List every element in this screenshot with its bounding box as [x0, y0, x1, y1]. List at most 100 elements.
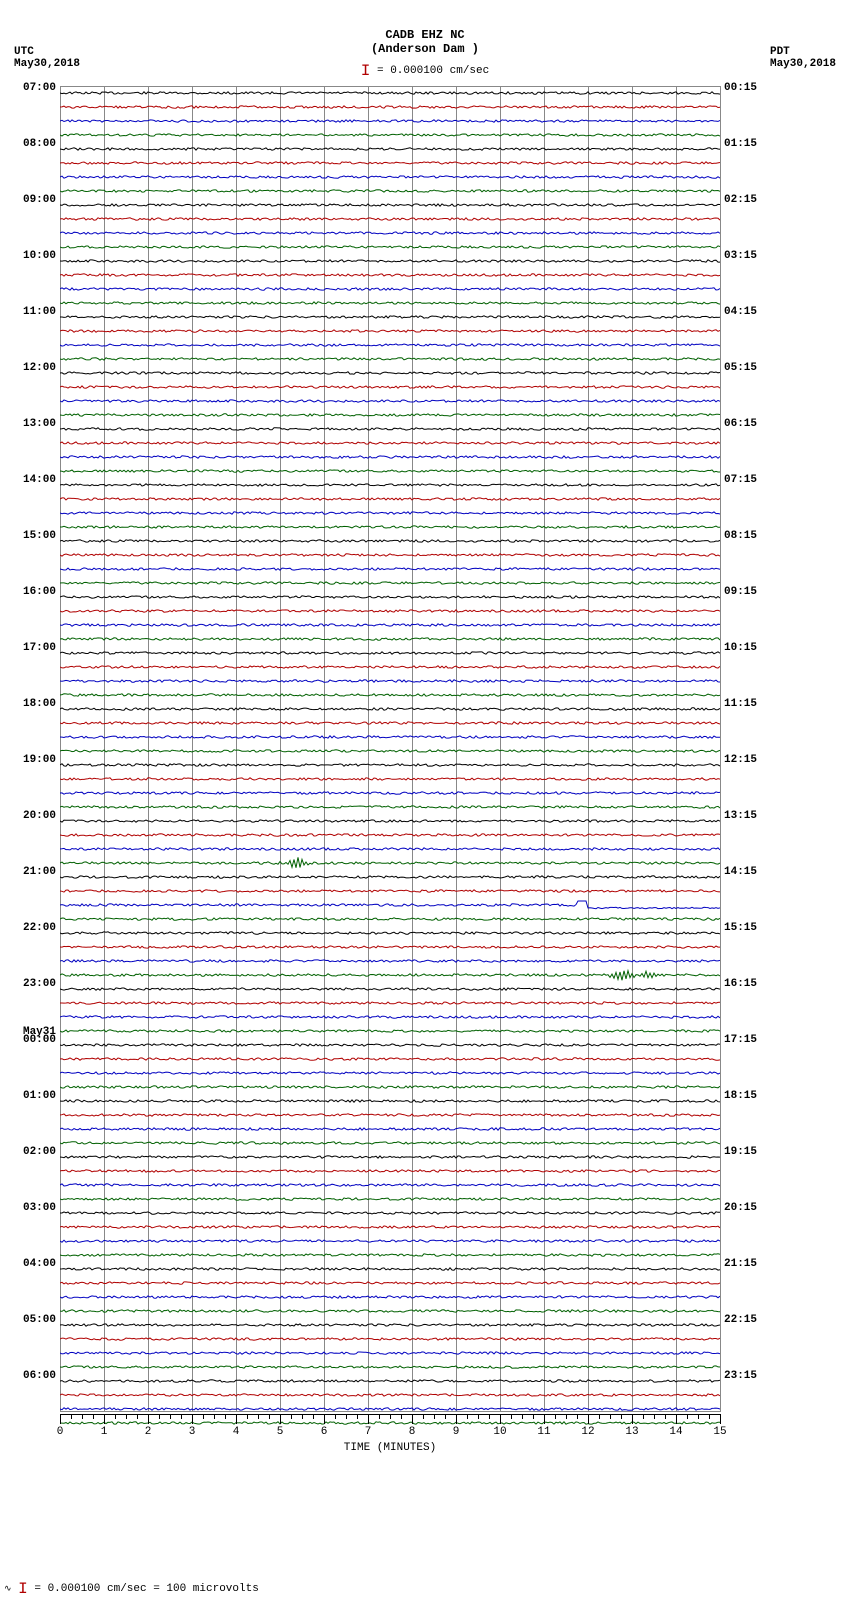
x-tick-minor: [577, 1414, 578, 1419]
tz-right-label: PDT: [770, 46, 836, 58]
x-tick-minor: [357, 1414, 358, 1419]
x-tick-label: 8: [409, 1426, 416, 1438]
trace-row: [60, 590, 720, 604]
date-left: May30,2018: [14, 58, 80, 70]
trace-row: [60, 604, 720, 618]
x-tick-minor: [555, 1414, 556, 1419]
x-tick: [676, 1414, 677, 1424]
utc-time-label: 20:00: [6, 810, 56, 822]
station-code: CADB EHZ NC: [0, 28, 850, 42]
trace-row: [60, 1276, 720, 1290]
x-tick-label: 2: [145, 1426, 152, 1438]
x-tick-minor: [225, 1414, 226, 1419]
x-tick: [60, 1414, 61, 1424]
x-tick: [588, 1414, 589, 1424]
x-tick-minor: [115, 1414, 116, 1419]
trace-row: [60, 814, 720, 828]
trace-row: [60, 772, 720, 786]
pdt-time-label: 03:15: [724, 250, 757, 262]
trace-row: [60, 338, 720, 352]
trace-row: [60, 562, 720, 576]
trace-row: [60, 128, 720, 142]
trace-row: [60, 856, 720, 870]
trace-row: [60, 940, 720, 954]
utc-time-label: 21:00: [6, 866, 56, 878]
x-tick-minor: [71, 1414, 72, 1419]
trace-row: [60, 422, 720, 436]
trace-row: [60, 632, 720, 646]
trace-row: [60, 282, 720, 296]
trace-row: [60, 1318, 720, 1332]
x-tick-minor: [214, 1414, 215, 1419]
trace-row: [60, 478, 720, 492]
trace-row: [60, 926, 720, 940]
pdt-time-label: 10:15: [724, 642, 757, 654]
trace-row: [60, 870, 720, 884]
x-tick-minor: [126, 1414, 127, 1419]
pdt-time-label: 14:15: [724, 866, 757, 878]
x-tick: [192, 1414, 193, 1424]
pdt-time-label: 08:15: [724, 530, 757, 542]
x-tick-minor: [159, 1414, 160, 1419]
utc-time-label: 01:00: [6, 1090, 56, 1102]
trace-row: [60, 226, 720, 240]
grid-line: [720, 86, 721, 1412]
trace-row: [60, 730, 720, 744]
pdt-time-label: 01:15: [724, 138, 757, 150]
trace-row: [60, 912, 720, 926]
utc-time-label: 18:00: [6, 698, 56, 710]
trace-row: [60, 702, 720, 716]
x-tick-label: 9: [453, 1426, 460, 1438]
pdt-time-label: 17:15: [724, 1034, 757, 1046]
trace-row: [60, 1262, 720, 1276]
utc-time-label: 10:00: [6, 250, 56, 262]
trace-row: [60, 240, 720, 254]
trace-row: [60, 800, 720, 814]
x-tick-minor: [93, 1414, 94, 1419]
x-tick-label: 10: [493, 1426, 506, 1438]
utc-time-label: 08:00: [6, 138, 56, 150]
x-tick-label: 5: [277, 1426, 284, 1438]
x-tick-minor: [687, 1414, 688, 1419]
pdt-time-label: 04:15: [724, 306, 757, 318]
trace-row: [60, 408, 720, 422]
scale-text: = 0.000100 cm/sec: [377, 65, 489, 77]
pdt-time-label: 15:15: [724, 922, 757, 934]
trace-row: [60, 534, 720, 548]
trace-row: [60, 1066, 720, 1080]
trace-row: [60, 548, 720, 562]
trace-row: [60, 464, 720, 478]
utc-time-label: 11:00: [6, 306, 56, 318]
trace-row: [60, 1094, 720, 1108]
trace-row: [60, 1304, 720, 1318]
x-tick-minor: [247, 1414, 248, 1419]
x-tick-label: 4: [233, 1426, 240, 1438]
footer-bar-icon: I: [18, 1580, 28, 1598]
x-tick-minor: [203, 1414, 204, 1419]
x-tick-minor: [533, 1414, 534, 1419]
plot-area: [60, 86, 720, 1412]
utc-time-label: 04:00: [6, 1258, 56, 1270]
x-tick-minor: [709, 1414, 710, 1419]
trace-row: [60, 1122, 720, 1136]
pdt-time-label: 05:15: [724, 362, 757, 374]
pdt-time-label: 20:15: [724, 1202, 757, 1214]
x-tick: [412, 1414, 413, 1424]
x-tick-label: 0: [57, 1426, 64, 1438]
x-tick: [368, 1414, 369, 1424]
utc-time-label: 03:00: [6, 1202, 56, 1214]
x-tick: [632, 1414, 633, 1424]
trace-row: [60, 86, 720, 100]
x-tick-minor: [467, 1414, 468, 1419]
trace-row: [60, 1052, 720, 1066]
x-tick-minor: [258, 1414, 259, 1419]
x-tick-minor: [302, 1414, 303, 1419]
x-tick-label: 13: [625, 1426, 638, 1438]
pdt-time-label: 07:15: [724, 474, 757, 486]
utc-time-label: 23:00: [6, 978, 56, 990]
x-tick: [544, 1414, 545, 1424]
pdt-time-label: 19:15: [724, 1146, 757, 1158]
pdt-time-label: 00:15: [724, 82, 757, 94]
x-tick: [236, 1414, 237, 1424]
x-tick: [148, 1414, 149, 1424]
